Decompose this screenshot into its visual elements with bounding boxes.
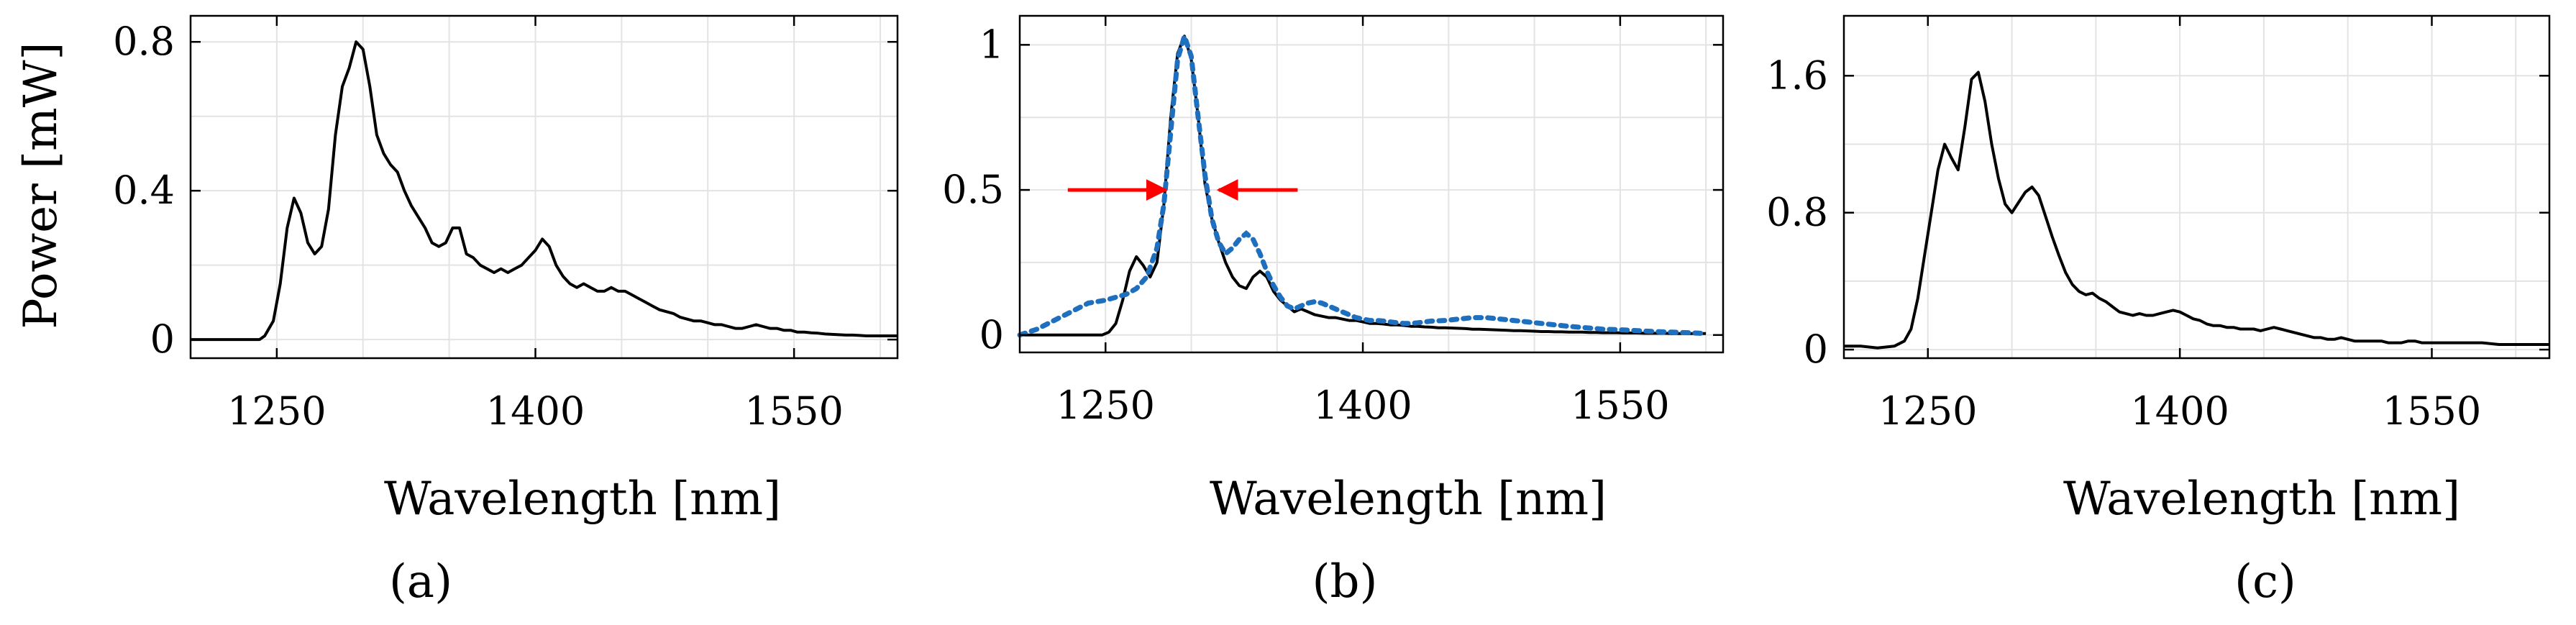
panel-b: 1250 1400 1550 0 0.5 1 Wavelength [nm] (b) [942, 14, 1725, 608]
y-tick-label: 0.8 [1766, 190, 1828, 235]
x-tick-label: 1400 [486, 388, 585, 434]
x-tick-label: 1400 [2130, 388, 2229, 434]
series-line-spectrum [191, 40, 898, 342]
x-axis-label: Wavelength [nm] [384, 473, 781, 526]
y-tick-label: 0.5 [942, 167, 1004, 212]
y-tick-label: 0 [979, 312, 1004, 357]
axes-frame [1018, 14, 1725, 354]
y-axis-label: Power [mW] [14, 42, 68, 329]
series-line-spectrum [1844, 70, 2549, 350]
x-axis-label: Wavelength [nm] [1210, 473, 1607, 526]
x-tick-label: 1250 [1878, 388, 1977, 434]
panel-a: 1250 1400 1550 0 0.4 0.8 Wavelength [nm] Powe… [14, 14, 899, 608]
x-tick-label: 1400 [1313, 383, 1412, 428]
x-tick-label: 1550 [2383, 388, 2481, 434]
y-tick-label: 1 [979, 22, 1004, 67]
y-tick-label: 0.4 [113, 168, 175, 213]
panel-label: (a) [389, 555, 452, 608]
y-tick-label: 0 [1804, 327, 1828, 372]
y-tick-label: 1.6 [1766, 53, 1828, 98]
x-tick-label: 1550 [1571, 383, 1669, 428]
x-tick-label: 1550 [744, 388, 843, 434]
axes-frame [1842, 14, 2551, 360]
x-tick-label: 1250 [227, 388, 326, 434]
panel-label: (b) [1312, 555, 1378, 608]
axes-frame [189, 14, 899, 360]
y-tick-label: 0 [150, 316, 175, 362]
x-axis-label: Wavelength [nm] [2063, 473, 2460, 526]
panel-c: 1250 1400 1550 0 0.8 1.6 Wavelength [nm] (c) [1766, 14, 2551, 608]
series-line-fit [1017, 27, 1709, 338]
y-tick-label: 0.8 [113, 19, 175, 64]
panel-label: (c) [2234, 555, 2296, 608]
x-tick-label: 1250 [1056, 383, 1155, 428]
